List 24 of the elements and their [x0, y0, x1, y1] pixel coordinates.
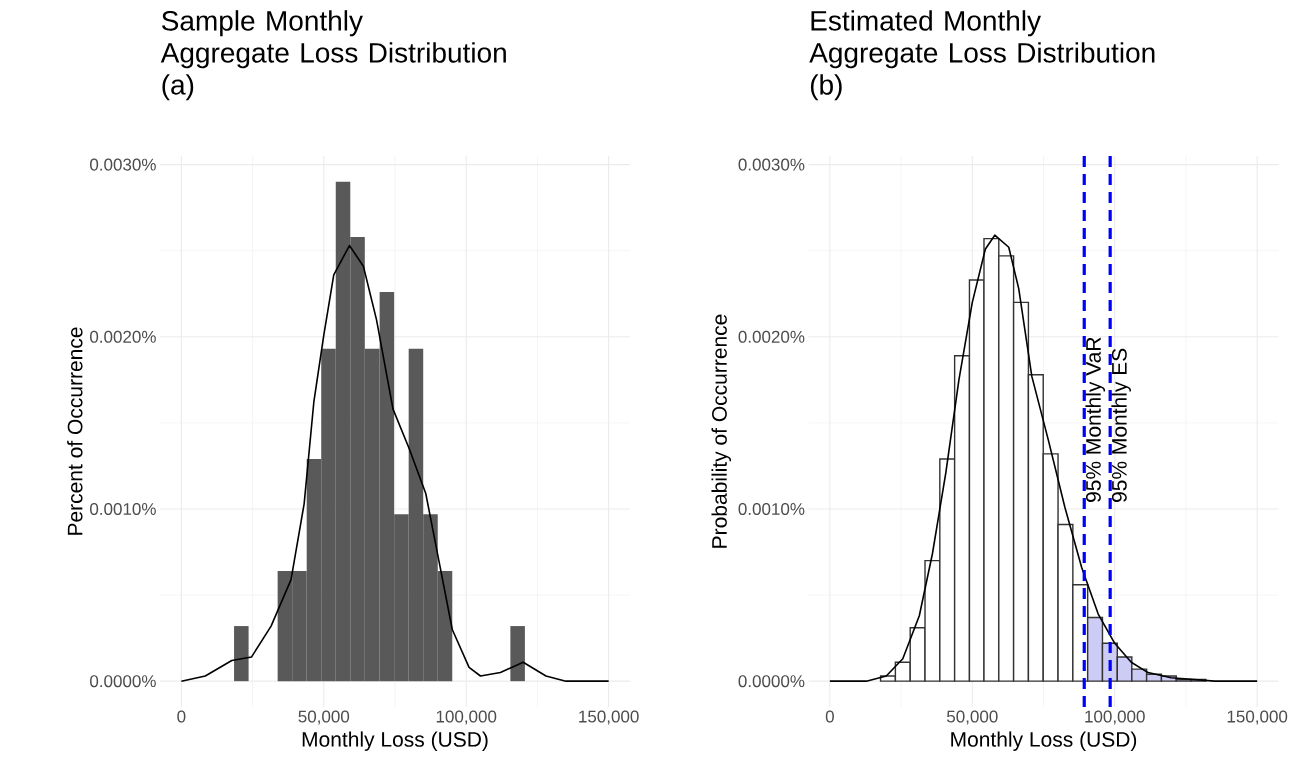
y-tick-label: 0.0000% [738, 675, 805, 688]
chart-title: Sample Monthly Aggregate Loss Distribution (a) [160, 10, 506, 101]
x-tick-label: 100,000 [436, 710, 497, 725]
x-tick-label: 0 [177, 710, 186, 723]
y-tick-label: 0.0010% [738, 502, 805, 516]
x-tick-label: 50,000 [946, 710, 998, 725]
y-tick-label: 0.0020% [738, 330, 805, 343]
x-tick-label: 150,000 [1227, 710, 1288, 725]
x-tick-label: 100,000 [1085, 710, 1145, 725]
y-tick-label: 0.0030% [738, 158, 805, 171]
y-axis-title: Probability of Occurrence [711, 314, 732, 548]
y-tick-label: 0.0030% [90, 158, 156, 171]
x-axis-title: Monthly Loss (USD) [951, 731, 1137, 751]
ref-line-label: 95% Monthly ES [1111, 348, 1131, 502]
chart-title: Estimated Monthly Aggregate Loss Distribution (b) [809, 10, 1155, 101]
x-axis-title: Monthly Loss (USD) [302, 731, 488, 751]
y-tick-label: 0.0000% [90, 675, 156, 688]
x-tick-label: 50,000 [298, 710, 350, 725]
y-axis-title: Percent of Occurrence [67, 327, 83, 535]
ref-line-label: 95% Monthly VaR [1085, 337, 1106, 502]
x-tick-label: 0 [825, 710, 834, 723]
y-tick-label: 0.0020% [90, 330, 156, 343]
y-tick-label: 0.0010% [90, 502, 156, 516]
x-tick-label: 150,000 [579, 710, 639, 725]
